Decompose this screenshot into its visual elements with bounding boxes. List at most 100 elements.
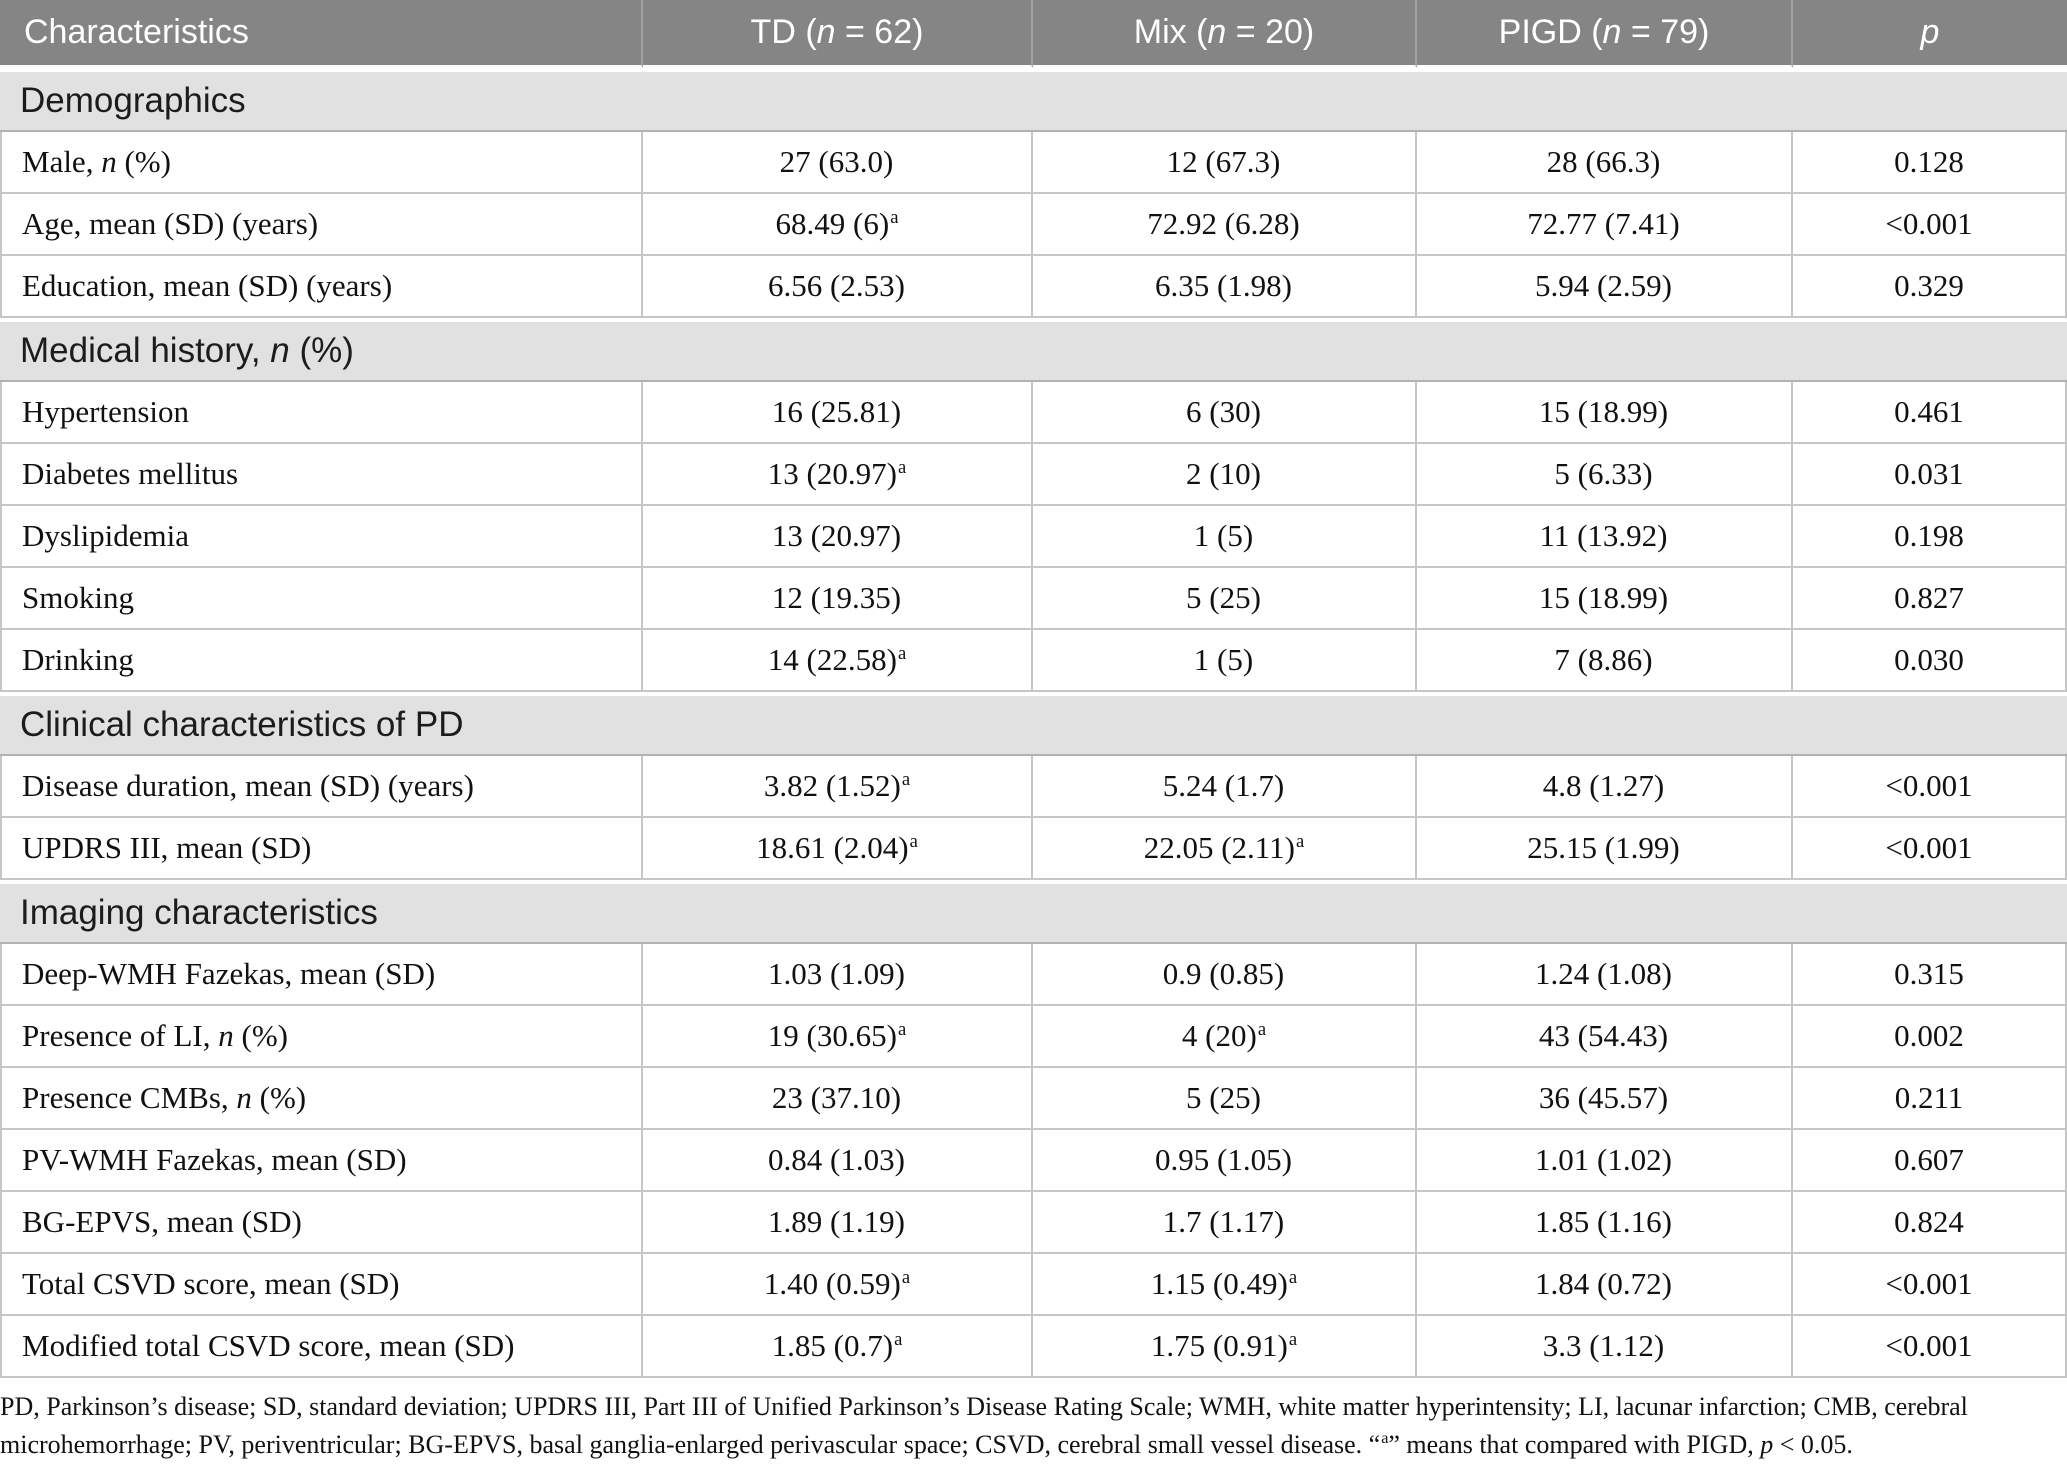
cell-mix-value: 0.95 (1.05) <box>1033 1130 1417 1192</box>
cell-td-value: 1.89 (1.19) <box>643 1192 1033 1254</box>
cell-pigd-value: 43 (54.43) <box>1417 1006 1793 1068</box>
column-header-p: p <box>1793 0 2067 68</box>
row-label: Male, n (%) <box>0 132 643 194</box>
cell-td-value: 1.85 (0.7)a <box>643 1316 1033 1378</box>
cell-mix-value: 1.75 (0.91)a <box>1033 1316 1417 1378</box>
table-row: Total CSVD score, mean (SD) 1.40 (0.59)a… <box>0 1254 2067 1316</box>
cell-p-value: 0.031 <box>1793 444 2067 506</box>
table-row: Modified total CSVD score, mean (SD) 1.8… <box>0 1316 2067 1378</box>
cell-p-value: 0.198 <box>1793 506 2067 568</box>
table-row: Drinking 14 (22.58)a 1 (5) 7 (8.86) 0.03… <box>0 630 2067 692</box>
cell-pigd-value: 3.3 (1.12) <box>1417 1316 1793 1378</box>
cell-pigd-value: 1.24 (1.08) <box>1417 944 1793 1006</box>
section-header-imaging: Imaging characteristics <box>0 880 2067 944</box>
cell-pigd-value: 25.15 (1.99) <box>1417 818 1793 880</box>
row-label: Hypertension <box>0 382 643 444</box>
table-row: Hypertension 16 (25.81) 6 (30) 15 (18.99… <box>0 382 2067 444</box>
section-header-clinical: Clinical characteristics of PD <box>0 692 2067 756</box>
cell-p-value: <0.001 <box>1793 1316 2067 1378</box>
cell-mix-value: 1 (5) <box>1033 506 1417 568</box>
table-row: Education, mean (SD) (years) 6.56 (2.53)… <box>0 256 2067 318</box>
column-header-td: TD (n = 62) <box>643 0 1033 68</box>
row-label: Diabetes mellitus <box>0 444 643 506</box>
table-row: Presence of LI, n (%) 19 (30.65)a 4 (20)… <box>0 1006 2067 1068</box>
cell-mix-value: 22.05 (2.11)a <box>1033 818 1417 880</box>
column-header-mix: Mix (n = 20) <box>1033 0 1417 68</box>
table-row: Smoking 12 (19.35) 5 (25) 15 (18.99) 0.8… <box>0 568 2067 630</box>
table-row: Age, mean (SD) (years) 68.49 (6)a 72.92 … <box>0 194 2067 256</box>
row-label: Total CSVD score, mean (SD) <box>0 1254 643 1316</box>
cell-pigd-value: 15 (18.99) <box>1417 382 1793 444</box>
column-header-characteristics: Characteristics <box>0 0 643 68</box>
cell-td-value: 0.84 (1.03) <box>643 1130 1033 1192</box>
row-label: BG-EPVS, mean (SD) <box>0 1192 643 1254</box>
row-label: PV-WMH Fazekas, mean (SD) <box>0 1130 643 1192</box>
cell-p-value: <0.001 <box>1793 818 2067 880</box>
section-header-medical-history: Medical history, n (%) <box>0 318 2067 382</box>
cell-p-value: 0.002 <box>1793 1006 2067 1068</box>
cell-mix-value: 5.24 (1.7) <box>1033 756 1417 818</box>
cell-pigd-value: 5.94 (2.59) <box>1417 256 1793 318</box>
row-label: Modified total CSVD score, mean (SD) <box>0 1316 643 1378</box>
cell-pigd-value: 4.8 (1.27) <box>1417 756 1793 818</box>
cell-td-value: 1.03 (1.09) <box>643 944 1033 1006</box>
cell-p-value: 0.827 <box>1793 568 2067 630</box>
cell-pigd-value: 5 (6.33) <box>1417 444 1793 506</box>
cell-mix-value: 1.7 (1.17) <box>1033 1192 1417 1254</box>
cell-td-value: 6.56 (2.53) <box>643 256 1033 318</box>
table-row: PV-WMH Fazekas, mean (SD) 0.84 (1.03) 0.… <box>0 1130 2067 1192</box>
cell-p-value: <0.001 <box>1793 756 2067 818</box>
cell-p-value: 0.461 <box>1793 382 2067 444</box>
cell-pigd-value: 7 (8.86) <box>1417 630 1793 692</box>
table-row: Dyslipidemia 13 (20.97) 1 (5) 11 (13.92)… <box>0 506 2067 568</box>
cell-td-value: 23 (37.10) <box>643 1068 1033 1130</box>
cell-mix-value: 6 (30) <box>1033 382 1417 444</box>
cell-pigd-value: 72.77 (7.41) <box>1417 194 1793 256</box>
table-row: Deep-WMH Fazekas, mean (SD) 1.03 (1.09) … <box>0 944 2067 1006</box>
row-label: UPDRS III, mean (SD) <box>0 818 643 880</box>
row-label: Age, mean (SD) (years) <box>0 194 643 256</box>
cell-mix-value: 1 (5) <box>1033 630 1417 692</box>
cell-td-value: 68.49 (6)a <box>643 194 1033 256</box>
section-header-row: Clinical characteristics of PD <box>0 692 2067 756</box>
characteristics-table: Characteristics TD (n = 62) Mix (n = 20)… <box>0 0 2067 1378</box>
cell-td-value: 14 (22.58)a <box>643 630 1033 692</box>
cell-p-value: <0.001 <box>1793 1254 2067 1316</box>
cell-pigd-value: 15 (18.99) <box>1417 568 1793 630</box>
cell-p-value: 0.329 <box>1793 256 2067 318</box>
cell-td-value: 1.40 (0.59)a <box>643 1254 1033 1316</box>
cell-mix-value: 6.35 (1.98) <box>1033 256 1417 318</box>
table-row: UPDRS III, mean (SD) 18.61 (2.04)a 22.05… <box>0 818 2067 880</box>
row-label: Deep-WMH Fazekas, mean (SD) <box>0 944 643 1006</box>
cell-mix-value: 0.9 (0.85) <box>1033 944 1417 1006</box>
cell-mix-value: 1.15 (0.49)a <box>1033 1254 1417 1316</box>
cell-p-value: 0.315 <box>1793 944 2067 1006</box>
row-label: Disease duration, mean (SD) (years) <box>0 756 643 818</box>
cell-mix-value: 72.92 (6.28) <box>1033 194 1417 256</box>
cell-td-value: 13 (20.97)a <box>643 444 1033 506</box>
table-row: Disease duration, mean (SD) (years) 3.82… <box>0 756 2067 818</box>
cell-mix-value: 5 (25) <box>1033 568 1417 630</box>
cell-p-value: 0.211 <box>1793 1068 2067 1130</box>
row-label: Education, mean (SD) (years) <box>0 256 643 318</box>
section-header-row: Demographics <box>0 68 2067 132</box>
row-label: Presence of LI, n (%) <box>0 1006 643 1068</box>
cell-pigd-value: 11 (13.92) <box>1417 506 1793 568</box>
cell-pigd-value: 1.85 (1.16) <box>1417 1192 1793 1254</box>
table-row: Diabetes mellitus 13 (20.97)a 2 (10) 5 (… <box>0 444 2067 506</box>
cell-td-value: 3.82 (1.52)a <box>643 756 1033 818</box>
cell-td-value: 13 (20.97) <box>643 506 1033 568</box>
cell-pigd-value: 1.84 (0.72) <box>1417 1254 1793 1316</box>
section-header-row: Imaging characteristics <box>0 880 2067 944</box>
cell-p-value: 0.128 <box>1793 132 2067 194</box>
cell-mix-value: 2 (10) <box>1033 444 1417 506</box>
cell-td-value: 27 (63.0) <box>643 132 1033 194</box>
table-footnote: PD, Parkinson’s disease; SD, standard de… <box>0 1392 1968 1459</box>
table-row: Male, n (%) 27 (63.0) 12 (67.3) 28 (66.3… <box>0 132 2067 194</box>
column-header-pigd: PIGD (n = 79) <box>1417 0 1793 68</box>
cell-td-value: 12 (19.35) <box>643 568 1033 630</box>
section-header-row: Medical history, n (%) <box>0 318 2067 382</box>
table-row: Presence CMBs, n (%) 23 (37.10) 5 (25) 3… <box>0 1068 2067 1130</box>
table-header-row: Characteristics TD (n = 62) Mix (n = 20)… <box>0 0 2067 68</box>
